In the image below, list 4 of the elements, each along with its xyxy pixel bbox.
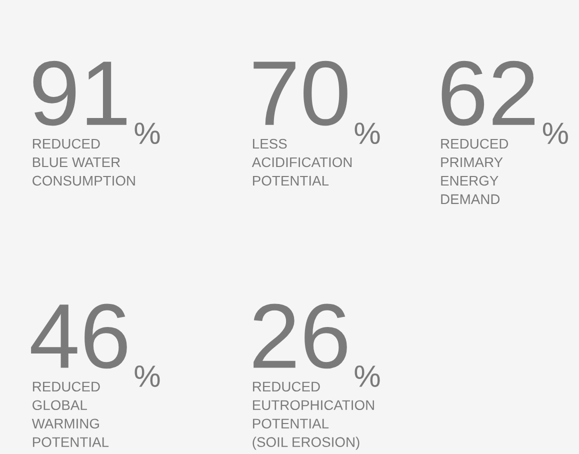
category-label: REDUCED PRIMARY ENERGY DEMAND xyxy=(441,138,508,204)
category-label: REDUCED BLUE WATER CONSUMPTION xyxy=(32,138,135,186)
category-label: REDUCED GLOBAL WARMING POTENTIAL xyxy=(32,382,109,448)
category-label: LESS ACIDIFICATION POTENTIAL xyxy=(252,138,352,186)
